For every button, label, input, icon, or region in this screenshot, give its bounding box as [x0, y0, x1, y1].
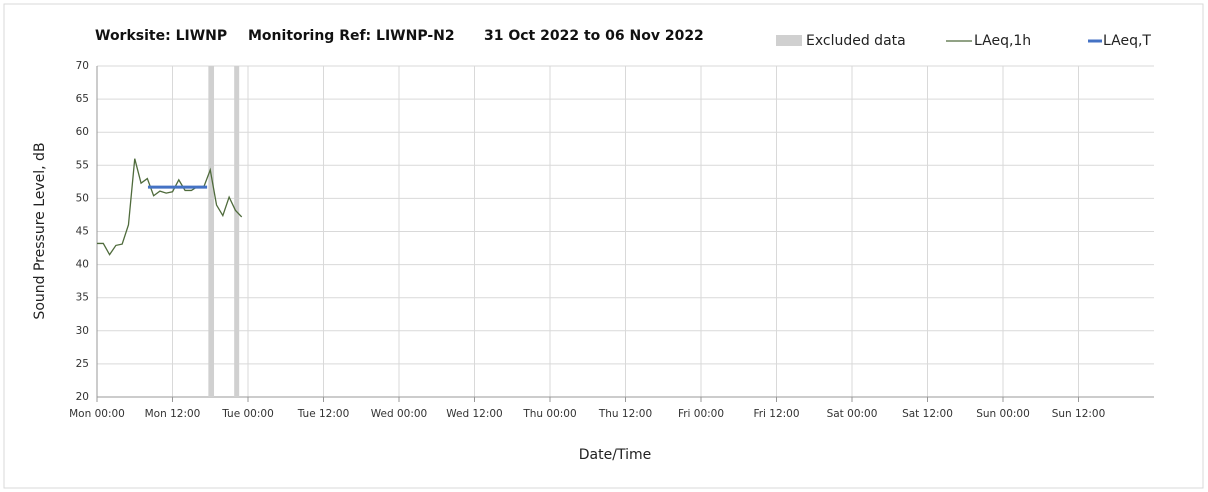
series-line — [97, 158, 243, 256]
legend-label: LAeq,T — [1103, 33, 1151, 49]
x-tick-label: Mon 00:00 — [69, 408, 125, 420]
y-tick-label: 20 — [76, 391, 89, 403]
y-tick-label: 45 — [76, 226, 89, 238]
y-tick-label: 30 — [76, 325, 89, 337]
x-tick-label: Wed 00:00 — [371, 408, 428, 420]
x-axis-label: Date/Time — [579, 447, 651, 463]
chart-title: Worksite: LIWNP — [95, 28, 227, 44]
y-tick-label: 50 — [76, 192, 89, 204]
legend-swatch — [776, 35, 802, 46]
x-tick-label: Wed 12:00 — [446, 408, 503, 420]
x-tick-label: Sat 12:00 — [902, 408, 953, 420]
x-tick-label: Tue 00:00 — [221, 408, 274, 420]
chart-title: Monitoring Ref: LIWNP-N2 — [248, 28, 455, 44]
x-tick-label: Sat 00:00 — [827, 408, 878, 420]
y-axis-label: Sound Pressure Level, dB — [32, 142, 48, 319]
excluded-band — [208, 66, 215, 397]
y-tick-label: 40 — [76, 259, 89, 271]
y-tick-label: 25 — [76, 358, 89, 370]
x-tick-label: Thu 12:00 — [598, 408, 652, 420]
y-tick-label: 65 — [76, 93, 89, 105]
x-tick-label: Fri 00:00 — [678, 408, 724, 420]
x-tick-label: Mon 12:00 — [145, 408, 201, 420]
y-tick-label: 55 — [76, 159, 89, 171]
x-tick-label: Tue 12:00 — [297, 408, 350, 420]
x-tick-label: Sun 00:00 — [976, 408, 1030, 420]
chart-title: 31 Oct 2022 to 06 Nov 2022 — [484, 28, 704, 44]
x-tick-label: Thu 00:00 — [522, 408, 576, 420]
legend-label: LAeq,1h — [974, 33, 1031, 49]
y-tick-label: 35 — [76, 292, 89, 304]
y-tick-label: 60 — [76, 126, 89, 138]
legend-label: Excluded data — [806, 33, 906, 49]
x-tick-label: Fri 12:00 — [753, 408, 799, 420]
x-tick-label: Sun 12:00 — [1052, 408, 1106, 420]
excluded-band — [234, 66, 240, 397]
y-tick-label: 70 — [76, 60, 89, 72]
